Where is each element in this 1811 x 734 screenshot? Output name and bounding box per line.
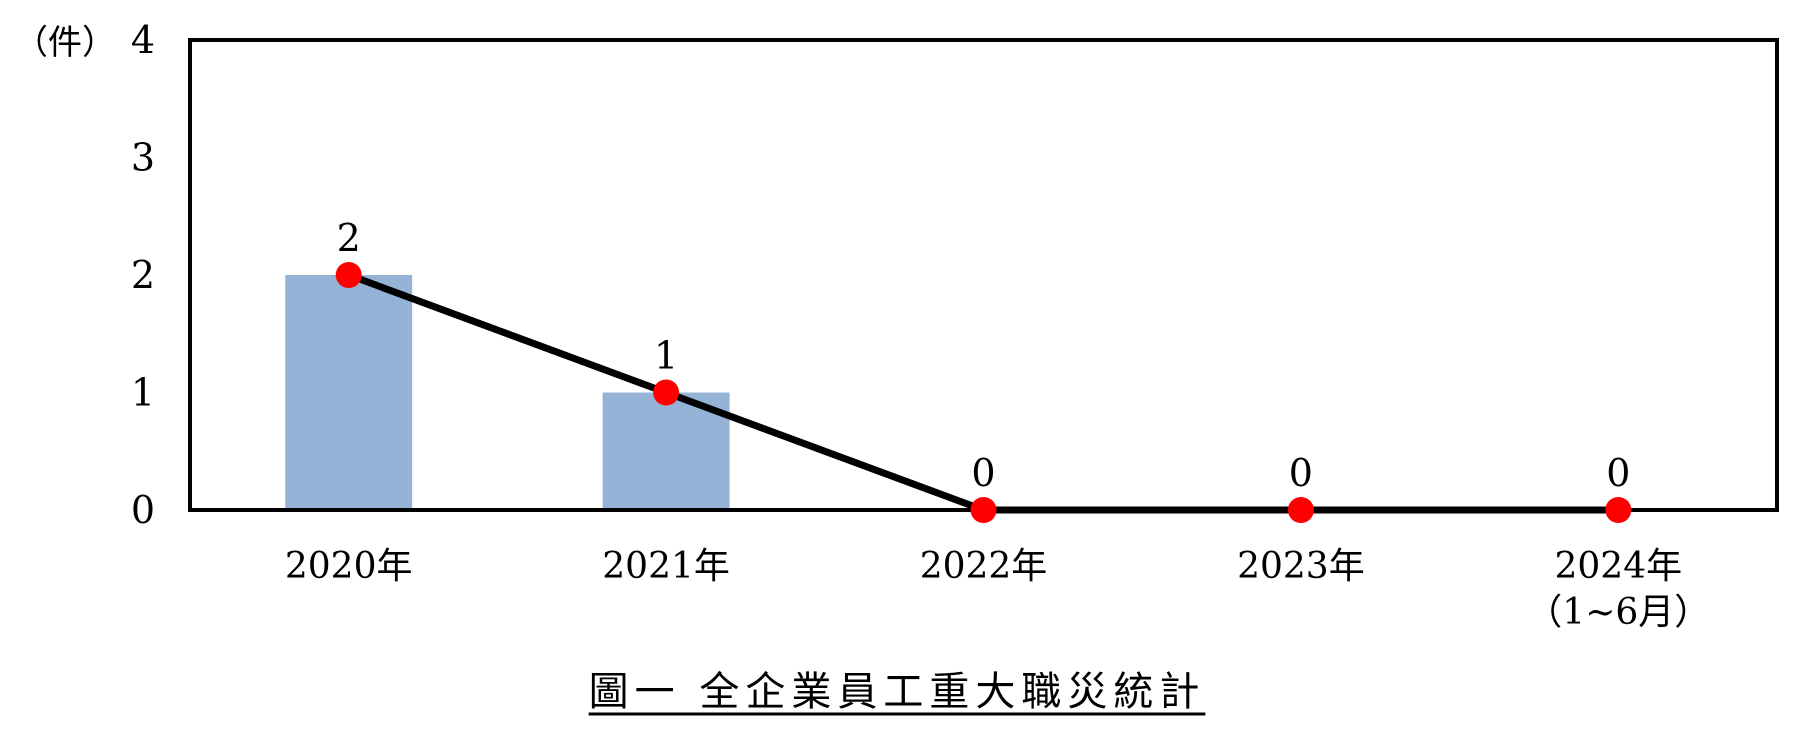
markers — [335, 262, 1632, 523]
x-tick-label: 2024年（1~6月） — [1526, 546, 1710, 633]
y-tick-label: 1 — [131, 371, 155, 415]
line-marker — [1287, 497, 1314, 523]
chart-caption: 圖一 全企業員工重大職災統計 — [589, 669, 1206, 715]
line-marker — [1605, 497, 1632, 523]
y-axis-label: （件） — [14, 23, 116, 63]
data-label: 0 — [1289, 451, 1313, 495]
line-marker — [335, 262, 362, 288]
y-axis-ticks: 0 1 2 3 4 — [131, 18, 155, 532]
y-tick-label: 3 — [131, 136, 155, 180]
data-labels: 2 1 0 0 0 — [337, 216, 1631, 495]
plot-frame — [188, 38, 1779, 512]
y-tick-label: 0 — [131, 488, 155, 532]
data-label: 0 — [971, 451, 995, 495]
data-label: 1 — [654, 334, 678, 378]
data-label: 0 — [1606, 451, 1630, 495]
data-label: 2 — [337, 216, 361, 260]
x-tick-label: 2022年 — [920, 546, 1048, 587]
y-tick-label: 4 — [131, 18, 155, 62]
x-tick-label: 2021年 — [602, 546, 730, 587]
x-tick-label: 2020年 — [285, 546, 413, 587]
line-marker — [970, 497, 997, 523]
bar — [285, 275, 413, 510]
x-axis-ticks: 2020年 2021年 2022年 2023年 2024年（1~6月） — [285, 546, 1710, 633]
bars — [285, 275, 730, 510]
y-tick-label: 2 — [131, 253, 155, 297]
bar — [602, 392, 730, 510]
x-tick-label: 2023年 — [1237, 546, 1365, 587]
line-marker — [653, 379, 680, 406]
